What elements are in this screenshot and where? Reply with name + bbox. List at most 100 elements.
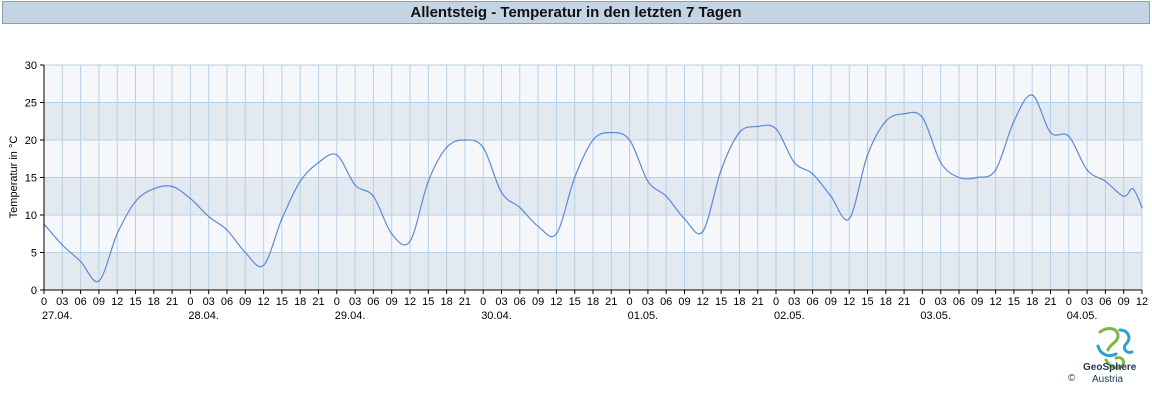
logo-subtitle: Austria [1092, 374, 1124, 385]
x-day-label: 02.05. [774, 310, 805, 322]
y-axis-ticks: 0 5 10 15 20 25 30 [25, 60, 44, 297]
x-tick-label: 21 [898, 296, 910, 308]
x-tick-label: 09 [971, 296, 983, 308]
chart-title: Allentsteig - Temperatur in den letzten … [410, 4, 742, 21]
temperature-line [43, 94, 1143, 283]
data-point [299, 180, 302, 183]
x-tick-label: 12 [404, 296, 416, 308]
x-tick-label: 15 [129, 296, 141, 308]
x-day-label: 03.05. [920, 310, 951, 322]
data-point [1132, 187, 1134, 190]
x-tick-label: 18 [1026, 296, 1038, 308]
y-tick-label: 10 [25, 210, 37, 222]
data-point [207, 215, 210, 218]
data-point [720, 169, 722, 171]
y-tick-label: 0 [31, 285, 37, 297]
x-tick-label: 21 [459, 296, 471, 308]
data-point [647, 180, 649, 183]
x-tick-label: 09 [678, 296, 690, 308]
x-tick-label: 03 [56, 296, 68, 308]
x-tick-label: 12 [697, 296, 709, 308]
x-tick-label: 03 [935, 296, 947, 308]
data-point [116, 232, 118, 235]
data-point [317, 161, 320, 164]
x-tick-label: 21 [1044, 296, 1056, 308]
y-tick-label: 30 [25, 60, 37, 72]
data-point [445, 146, 448, 149]
x-tick-label: 0 [627, 296, 633, 308]
x-tick-label: 15 [569, 296, 581, 308]
x-tick-label: 03 [495, 296, 507, 308]
x-tick-label: 15 [276, 296, 288, 308]
axes [43, 65, 1142, 291]
data-point [775, 127, 777, 130]
x-tick-label: 09 [386, 296, 398, 308]
x-tick-label: 18 [440, 296, 452, 308]
data-point [555, 232, 558, 235]
copyright-sign: © [1068, 373, 1076, 384]
x-tick-label: 21 [166, 296, 178, 308]
data-point [427, 180, 430, 183]
x-tick-label: 15 [715, 296, 727, 308]
data-point [1013, 120, 1015, 123]
data-point [226, 229, 228, 231]
data-point [958, 176, 960, 179]
x-tick-label: 18 [148, 296, 160, 308]
data-point [830, 195, 832, 198]
data-point [354, 184, 356, 186]
x-tick-label: 0 [1066, 296, 1072, 308]
data-point [409, 240, 411, 243]
data-point [665, 195, 667, 198]
x-tick-label: 03 [788, 296, 800, 308]
x-tick-label: 06 [660, 296, 672, 308]
x-tick-label: 06 [514, 296, 526, 308]
x-tick-label: 0 [773, 296, 779, 308]
data-point [592, 139, 594, 141]
x-day-label: 04.05. [1067, 310, 1098, 322]
data-point [189, 197, 192, 200]
x-tick-label: 06 [953, 296, 965, 308]
x-tick-label: 0 [334, 296, 340, 308]
x-tick-label: 06 [221, 296, 233, 308]
y-tick-label: 25 [25, 98, 37, 110]
data-point [519, 206, 521, 209]
series-group [43, 94, 1143, 283]
data-point [134, 200, 137, 203]
x-tick-label: 21 [312, 296, 324, 308]
data-point [262, 264, 265, 267]
data-point [61, 244, 64, 246]
data-point [573, 176, 576, 179]
data-point [153, 187, 155, 190]
x-tick-label: 12 [550, 296, 562, 308]
data-point [79, 260, 82, 263]
x-tick-label: 06 [806, 296, 818, 308]
data-point [793, 161, 796, 164]
data-point [1049, 131, 1052, 134]
data-point [98, 280, 100, 282]
x-tick-label: 12 [1136, 296, 1148, 308]
y-tick-label: 15 [25, 173, 37, 185]
data-point [811, 172, 814, 175]
x-tick-label: 18 [294, 296, 306, 308]
x-tick-label: 03 [1081, 296, 1093, 308]
data-point [994, 169, 997, 171]
x-tick-label: 21 [605, 296, 617, 308]
data-point [281, 217, 283, 220]
data-point [1104, 180, 1107, 183]
data-point [1141, 206, 1143, 209]
data-point [976, 176, 979, 179]
data-point [756, 125, 759, 128]
x-tick-label: 06 [367, 296, 379, 308]
x-day-label: 01.05. [628, 310, 659, 322]
data-point [903, 112, 905, 115]
data-point [1122, 195, 1125, 198]
x-tick-label: 12 [843, 296, 855, 308]
geosphere-logo-icon [1096, 327, 1134, 370]
chart-title-bar: Allentsteig - Temperatur in den letzten … [2, 1, 1150, 24]
data-point [464, 139, 466, 141]
data-point [537, 225, 539, 228]
data-point [628, 139, 631, 141]
data-point [702, 230, 704, 233]
data-point [848, 217, 850, 220]
data-point [1068, 135, 1070, 138]
